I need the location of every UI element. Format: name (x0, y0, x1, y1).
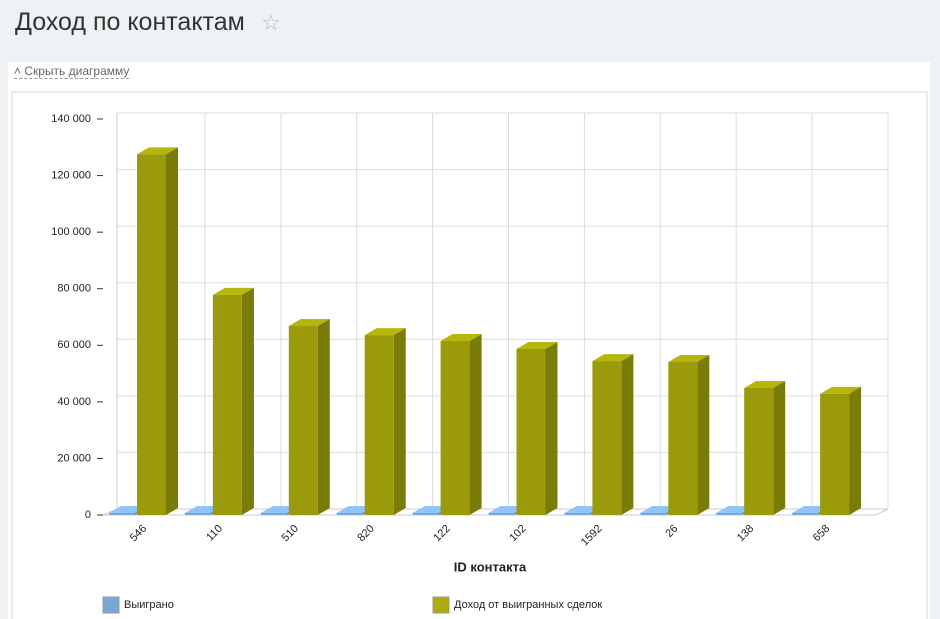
bar (260, 513, 287, 515)
y-tick-label: 20 000 (57, 452, 91, 464)
bar-side (469, 334, 482, 515)
bar-side (621, 354, 634, 515)
bar (440, 341, 470, 515)
bar-top (364, 328, 406, 336)
bar-top (288, 319, 330, 327)
bar (792, 513, 819, 515)
bar-top (212, 287, 254, 295)
bar-top (516, 341, 558, 349)
legend-label: Выиграно (124, 599, 174, 611)
bar (668, 361, 698, 515)
y-tick-label: 120 000 (51, 169, 91, 181)
y-tick-label: 100 000 (51, 226, 91, 238)
bar (288, 326, 318, 515)
bar (212, 294, 242, 515)
x-axis-title: ID контакта (454, 559, 527, 574)
y-tick-label: 140 000 (51, 113, 91, 125)
y-tick-label: 0 (85, 509, 91, 521)
hide-chart-link[interactable]: ˄ Скрыть диаграмму (14, 64, 130, 79)
favorite-star[interactable]: ☆ (261, 10, 281, 35)
bar (488, 513, 515, 515)
y-tick-label: 80 000 (57, 283, 91, 295)
bar-side (545, 341, 558, 515)
bar (109, 513, 135, 515)
bar (364, 335, 394, 515)
legend-swatch (102, 596, 120, 614)
y-tick-label: 60 000 (57, 339, 91, 351)
page-title: Доход по контактам (15, 8, 245, 36)
bar (564, 513, 591, 515)
bar (592, 361, 622, 515)
bar (820, 393, 850, 515)
bar-side (773, 380, 786, 515)
bar-side (849, 386, 862, 515)
bar (336, 513, 363, 515)
bar (716, 513, 743, 515)
bar (137, 154, 166, 515)
bar-side (697, 354, 710, 515)
bar (516, 348, 546, 515)
legend-label: Доход от выигранных сделок (454, 599, 602, 611)
bar-side (393, 328, 406, 515)
bar-side (317, 319, 330, 515)
y-tick-label: 40 000 (57, 396, 91, 408)
bar (744, 387, 774, 515)
hide-chart-text[interactable]: Скрыть диаграмму (24, 64, 130, 78)
bar-side (166, 147, 178, 515)
bar (640, 513, 667, 515)
legend-swatch (432, 596, 450, 614)
bar-top (592, 354, 634, 362)
bar-top (668, 354, 710, 362)
bar (184, 513, 211, 515)
bar (412, 513, 439, 515)
bar-side (241, 287, 254, 515)
bar-top (440, 334, 482, 342)
bar-top (820, 386, 862, 394)
bar-top (137, 147, 178, 155)
bar-top (744, 380, 786, 388)
